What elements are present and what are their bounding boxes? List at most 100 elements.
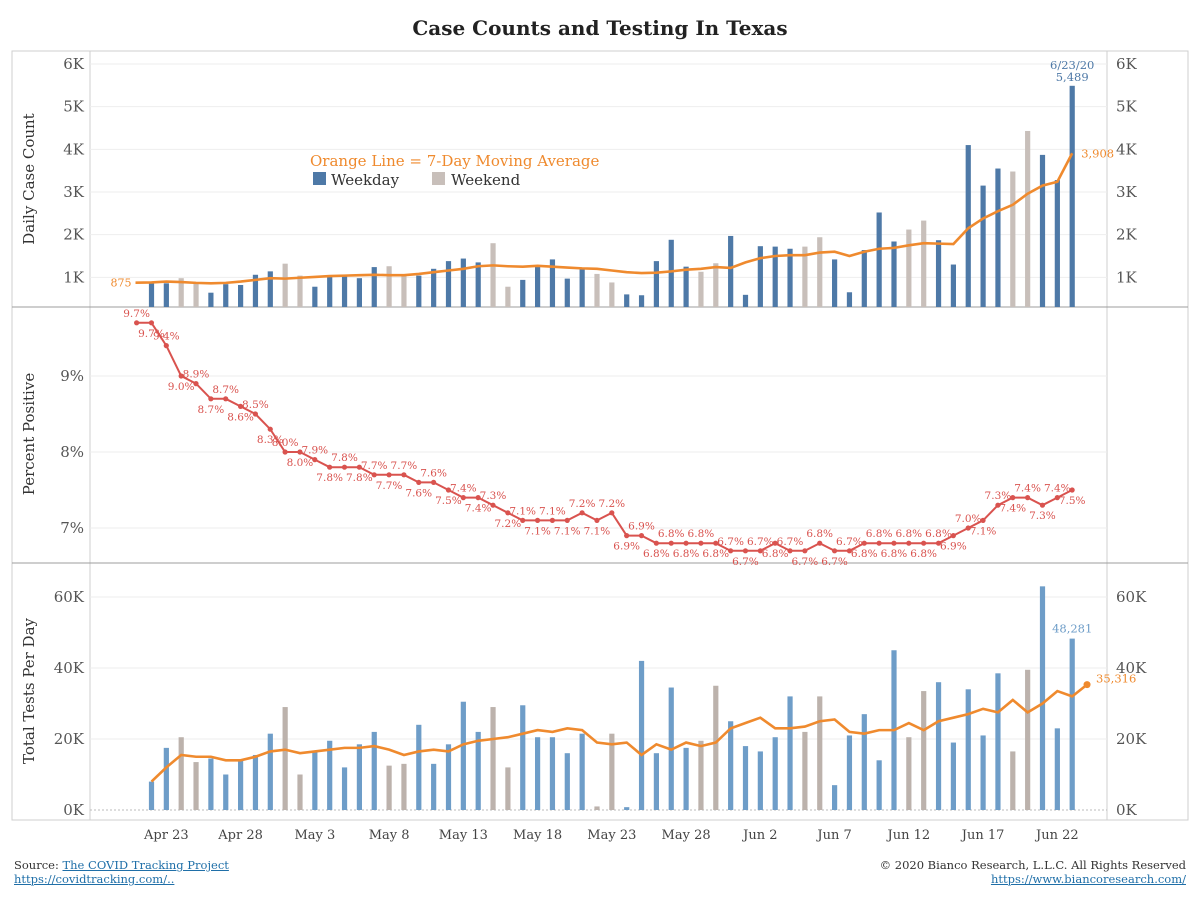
- case-bar: [668, 239, 674, 307]
- tests-bar: [1039, 586, 1046, 810]
- percent-point: [935, 540, 942, 546]
- case-bar: [876, 212, 882, 307]
- last-value-label: 5,489: [1056, 70, 1089, 84]
- percent-point: [475, 495, 481, 501]
- tests-bar: [579, 733, 585, 810]
- case-bar: [638, 295, 645, 307]
- tests-bar: [564, 753, 570, 810]
- x-tick-label: Jun 2: [741, 828, 777, 843]
- percent-data-label: 6.9%: [940, 541, 967, 553]
- percent-data-label: 6.7%: [777, 536, 804, 548]
- percent-data-label: 6.8%: [910, 548, 937, 560]
- case-bar: [312, 286, 318, 307]
- percent-point: [416, 479, 422, 485]
- percent-point: [980, 517, 986, 524]
- y-tick-label: 5K: [1116, 98, 1138, 116]
- case-bar: [728, 235, 734, 307]
- y-axis-title: Percent Positive: [20, 373, 38, 496]
- percent-point: [713, 540, 719, 546]
- tests-bar: [876, 760, 882, 810]
- tests-bar: [341, 767, 348, 810]
- case-bar: [535, 266, 541, 307]
- tests-bar: [609, 733, 615, 810]
- tests-last-average-label: 35,316: [1096, 672, 1136, 686]
- percent-data-label: 6.8%: [925, 528, 952, 540]
- percent-data-label: 7.8%: [331, 452, 358, 464]
- percent-data-label: 7.7%: [376, 480, 403, 492]
- percent-data-label: 7.4%: [999, 503, 1026, 515]
- percent-data-label: 9.7%: [123, 308, 150, 320]
- case-bar: [757, 246, 763, 307]
- tests-bar: [861, 714, 867, 810]
- case-bar: [683, 266, 689, 307]
- case-bar: [223, 284, 229, 307]
- percent-point: [609, 510, 615, 516]
- percent-point: [668, 540, 674, 546]
- tests-bar: [965, 689, 971, 810]
- percent-point: [698, 540, 704, 546]
- tests-bar: [698, 740, 704, 810]
- copyright-text: © 2020 Bianco Research, L.L.C. All Right…: [879, 858, 1186, 872]
- percent-point: [728, 548, 734, 554]
- percent-point: [802, 548, 808, 554]
- tests-bar: [193, 762, 199, 810]
- tests-bar: [757, 751, 763, 810]
- case-bar: [624, 294, 630, 307]
- case-bar: [832, 259, 838, 307]
- percent-point: [965, 525, 971, 531]
- case-bar: [846, 292, 853, 307]
- case-bar: [787, 248, 793, 307]
- tests-bar: [505, 767, 511, 810]
- percent-data-label: 6.7%: [717, 536, 744, 548]
- percent-point: [431, 479, 437, 485]
- percent-point: [163, 343, 169, 349]
- legend-weekday-label: Weekday: [331, 171, 400, 189]
- tests-bar: [520, 705, 526, 810]
- tests-bar: [1054, 728, 1060, 810]
- percent-data-label: 6.8%: [866, 528, 893, 540]
- percent-data-label: 6.8%: [688, 528, 715, 540]
- percent-data-label: 6.8%: [673, 548, 700, 560]
- percent-data-label: 8.7%: [212, 384, 239, 396]
- case-bar: [772, 246, 778, 307]
- case-bar: [386, 266, 392, 307]
- percent-data-label: 7.5%: [1059, 495, 1086, 507]
- percent-point: [742, 548, 749, 554]
- case-bar: [609, 282, 615, 307]
- case-bar: [935, 240, 942, 307]
- y-axis-title: Daily Case Count: [20, 113, 38, 244]
- percent-point: [282, 449, 288, 455]
- percent-point: [252, 411, 258, 417]
- percent-point: [223, 396, 229, 402]
- case-bar: [341, 276, 348, 307]
- percent-data-label: 7.4%: [450, 483, 477, 495]
- case-bar: [178, 278, 184, 307]
- percent-point: [891, 540, 897, 546]
- case-bar: [490, 243, 496, 307]
- percent-data-label: 6.8%: [895, 528, 922, 540]
- percent-point: [356, 464, 362, 470]
- percent-data-label: 7.9%: [301, 445, 328, 457]
- case-bar: [713, 263, 719, 307]
- axis-ticks: 1K 1K 2K 2K 3K 3K 4K 4K 5K 5K 6K 6K 7% 8% 9% 0K 0K 20K 20K…: [54, 55, 1147, 819]
- percent-point: [520, 517, 526, 524]
- percent-point: [1039, 502, 1046, 508]
- tests-bar: [312, 751, 318, 810]
- percent-data-label: 7.1%: [554, 525, 581, 537]
- tests-bar: [148, 781, 155, 810]
- y-tick-label: 4K: [63, 140, 85, 158]
- tests-bar: [1010, 751, 1016, 810]
- tests-bar: [1025, 669, 1031, 810]
- tests-last-value-label: 48,281: [1052, 622, 1092, 636]
- tests-bar: [995, 673, 1001, 810]
- x-tick-label: Jun 22: [1034, 828, 1079, 843]
- tests-bar: [787, 696, 793, 810]
- case-bar: [431, 268, 437, 307]
- source-link[interactable]: The COVID Tracking Project: [62, 858, 229, 872]
- website-link[interactable]: https://www.biancoresearch.com/: [990, 872, 1186, 886]
- percent-point: [327, 464, 333, 470]
- y-tick-label: 2K: [63, 226, 85, 244]
- y-tick-label: 20K: [54, 730, 85, 748]
- source-url-link[interactable]: https://covidtracking.com/..: [14, 872, 175, 886]
- percent-point: [193, 381, 199, 387]
